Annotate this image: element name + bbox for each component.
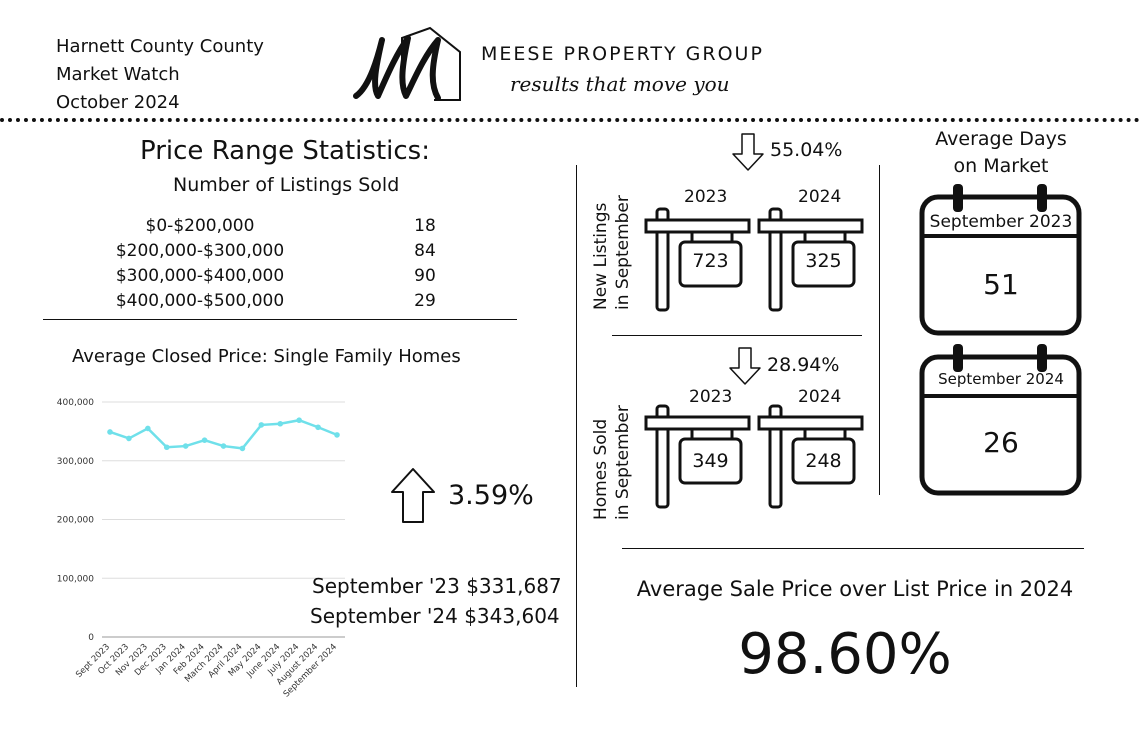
data-point bbox=[334, 432, 340, 438]
calendar-2023-value: 51 bbox=[983, 268, 1019, 301]
new-listings-year-2023: 2023 bbox=[684, 187, 728, 207]
for-sale-sign-icon bbox=[757, 404, 864, 509]
brand-logo bbox=[353, 26, 461, 101]
data-point bbox=[258, 422, 265, 428]
data-point bbox=[277, 420, 284, 427]
new-listings-year-2024: 2024 bbox=[798, 187, 842, 207]
data-point bbox=[315, 424, 321, 431]
for-sale-sign-icon bbox=[757, 207, 864, 312]
for-sale-sign-icon bbox=[644, 404, 751, 509]
header-subtitle: Market Watch bbox=[56, 64, 180, 85]
column-divider-right bbox=[879, 165, 880, 495]
arrow-down-icon bbox=[732, 133, 764, 171]
y-tick-label: 200,000 bbox=[57, 516, 94, 526]
arrow-down-icon bbox=[729, 347, 761, 385]
header-county: Harnett County County bbox=[56, 36, 264, 57]
sale-divider bbox=[622, 548, 1084, 549]
brand-name: MEESE PROPERTY GROUP bbox=[481, 43, 764, 65]
header-divider bbox=[0, 118, 1140, 122]
calendar-2024-label: September 2024 bbox=[938, 370, 1064, 388]
homes-sold-2023-value: 349 bbox=[692, 450, 729, 472]
sale-over-list-value: 98.60% bbox=[738, 622, 952, 687]
section-divider bbox=[43, 319, 517, 320]
avg-price-2024: September '24 $343,604 bbox=[310, 604, 560, 628]
calendar-icon bbox=[919, 184, 1082, 336]
data-point bbox=[126, 435, 132, 442]
homes-sold-year-2023: 2023 bbox=[689, 387, 733, 407]
data-point bbox=[182, 443, 189, 449]
calendar-2023-label: September 2023 bbox=[929, 212, 1073, 232]
homes-sold-year-2024: 2024 bbox=[798, 387, 842, 407]
new-listings-2024-value: 325 bbox=[805, 250, 842, 272]
price-range-title: Price Range Statistics: bbox=[140, 136, 430, 166]
data-point bbox=[107, 429, 113, 435]
arrow-up-icon bbox=[391, 468, 435, 523]
new-listings-change: 55.04% bbox=[770, 139, 843, 161]
range-count-3: 90 bbox=[414, 266, 436, 286]
y-tick-label: 400,000 bbox=[57, 398, 94, 408]
new-listings-label: New Listings in September bbox=[591, 195, 633, 310]
homes-sold-change: 28.94% bbox=[767, 354, 840, 376]
for-sale-sign-icon bbox=[644, 207, 751, 312]
data-point bbox=[145, 425, 151, 432]
calendar-icon bbox=[919, 344, 1082, 496]
avg-price-change: 3.59% bbox=[448, 480, 534, 511]
data-point bbox=[163, 444, 170, 451]
range-count-1: 18 bbox=[414, 216, 436, 236]
y-tick-label: 100,000 bbox=[57, 574, 94, 584]
data-point bbox=[239, 445, 246, 452]
data-point bbox=[296, 417, 302, 424]
range-label-2: $200,000-$300,000 bbox=[115, 241, 285, 261]
header-date: October 2024 bbox=[56, 92, 180, 113]
listings-divider bbox=[612, 335, 862, 336]
days-on-market-title: Average Days on Market bbox=[935, 128, 1067, 177]
range-label-1: $0-$200,000 bbox=[145, 216, 255, 236]
range-count-2: 84 bbox=[414, 241, 436, 261]
price-range-subtitle: Number of Listings Sold bbox=[173, 174, 400, 196]
header-title: Harnett County County Market Watch Octob… bbox=[56, 33, 264, 117]
range-label-4: $400,000-$500,000 bbox=[115, 291, 285, 311]
data-point bbox=[220, 443, 227, 449]
range-label-3: $300,000-$400,000 bbox=[115, 266, 285, 286]
calendar-2024-value: 26 bbox=[983, 426, 1019, 459]
sale-over-list-title: Average Sale Price over List Price in 20… bbox=[636, 577, 1074, 601]
homes-sold-label: Homes Sold in September bbox=[591, 405, 633, 520]
y-tick-label: 0 bbox=[88, 633, 94, 643]
homes-sold-2024-value: 248 bbox=[805, 450, 842, 472]
avg-price-2023: September '23 $331,687 bbox=[312, 574, 562, 598]
data-point bbox=[201, 437, 208, 443]
y-tick-label: 300,000 bbox=[57, 457, 94, 467]
new-listings-2023-value: 723 bbox=[692, 250, 729, 272]
chart-title: Average Closed Price: Single Family Home… bbox=[72, 346, 461, 367]
column-divider bbox=[576, 165, 577, 687]
brand-tagline: results that move you bbox=[510, 72, 730, 96]
range-count-4: 29 bbox=[414, 291, 436, 311]
